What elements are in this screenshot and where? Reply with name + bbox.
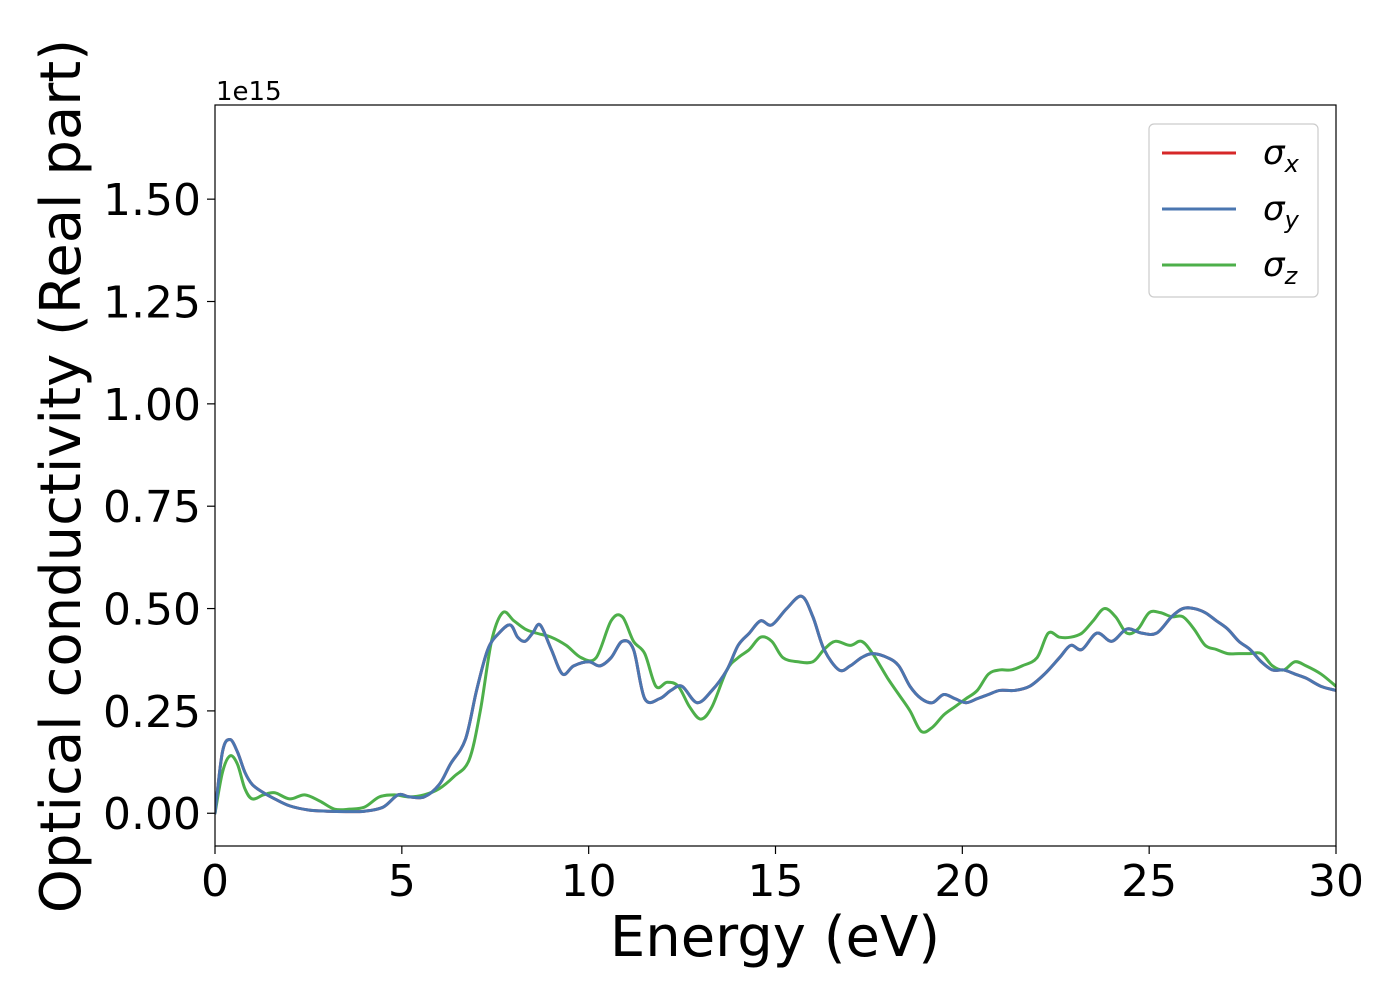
legend-label-sigma-x: σx (1263, 133, 1300, 178)
y-offset-label: 1e15 (216, 77, 282, 107)
y-tick-label: 0.50 (103, 585, 201, 636)
y-tick-label: 1.50 (103, 175, 201, 226)
x-tick-label: 10 (561, 856, 617, 907)
legend-items: σx σy σz (1162, 133, 1300, 290)
legend: σx σy σz (1148, 123, 1319, 298)
x-axis-label: Energy (eV) (610, 905, 940, 970)
y-tick-label: 0.00 (103, 789, 201, 840)
series-line-sigma-y (215, 594, 1336, 815)
y-tick-label: 1.25 (103, 278, 201, 329)
x-tick-label: 5 (388, 856, 416, 907)
legend-label-sigma-z: σz (1263, 245, 1299, 290)
legend-label-sigma-y: σy (1263, 189, 1300, 234)
x-tick-label: 15 (748, 856, 804, 907)
y-axis: 0.00 0.25 0.50 0.75 1.00 1.25 1.50 (103, 175, 215, 840)
y-tick-label: 1.00 (103, 380, 201, 431)
series-layer (215, 594, 1336, 815)
y-tick-label: 0.75 (103, 482, 201, 533)
x-tick-label: 25 (1121, 856, 1177, 907)
x-tick-label: 20 (934, 856, 990, 907)
y-tick-label: 0.25 (103, 687, 201, 738)
x-tick-label: 30 (1308, 856, 1364, 907)
x-axis: 0 5 10 15 20 25 30 (201, 846, 1364, 907)
x-tick-label: 0 (201, 856, 229, 907)
y-axis-label: Optical conductivity (Real part) (29, 39, 94, 913)
